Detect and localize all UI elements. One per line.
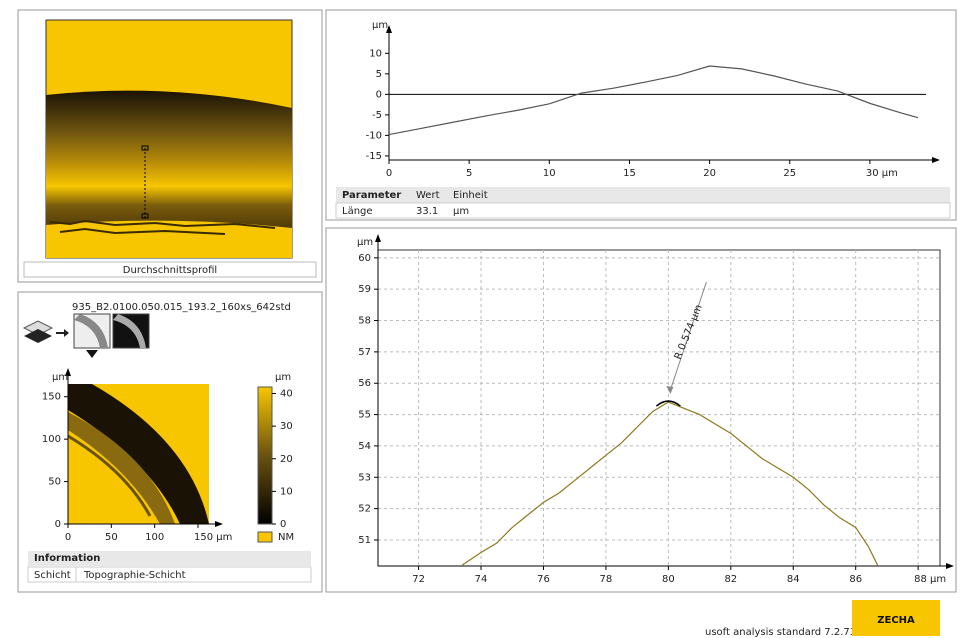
layer-icon[interactable] bbox=[22, 320, 69, 343]
file-name: 935_B2.0100.050.015_193.2_160xs_642std bbox=[72, 302, 291, 313]
y-tick-label: 50 bbox=[48, 477, 61, 488]
y-tick-label: 51 bbox=[358, 535, 371, 546]
colorbar-tick-label: 30 bbox=[280, 421, 293, 432]
y-tick-label: 10 bbox=[369, 48, 382, 59]
y-tick-label: 59 bbox=[358, 284, 371, 295]
table-cell: µm bbox=[453, 206, 469, 217]
colorbar-tick-label: 10 bbox=[280, 486, 293, 497]
x-tick-label: 76 bbox=[537, 574, 550, 585]
y-tick-label: 60 bbox=[358, 253, 371, 264]
y-tick-label: -10 bbox=[366, 130, 382, 141]
colorbar-label: µm bbox=[275, 372, 291, 383]
x-tick-label: 82 bbox=[724, 574, 737, 585]
x-tick-label: 84 bbox=[787, 574, 800, 585]
logo: ZECHA bbox=[877, 615, 915, 626]
y-axis-label: µm bbox=[357, 237, 373, 248]
axis-arrow bbox=[946, 563, 954, 569]
heatmap-image bbox=[68, 384, 209, 524]
x-tick-label: 74 bbox=[475, 574, 488, 585]
version: usoft analysis standard 7.2.7344 bbox=[705, 627, 869, 638]
profile-line bbox=[461, 401, 879, 566]
table-header bbox=[336, 187, 950, 203]
x-tick-label: 78 bbox=[600, 574, 613, 585]
x-tick-label: 80 bbox=[662, 574, 675, 585]
info-row bbox=[27, 566, 312, 583]
colorbar bbox=[257, 386, 273, 525]
x-tick-label: 30 µm bbox=[866, 168, 898, 179]
y-tick-label: 52 bbox=[358, 504, 371, 515]
y-tick-label: 57 bbox=[358, 347, 371, 358]
logo-box bbox=[852, 600, 940, 636]
info-value: Topographie-Schicht bbox=[83, 570, 186, 581]
y-tick-label: 0 bbox=[55, 519, 61, 530]
radius-chart-panel bbox=[325, 227, 957, 593]
y-axis-label: µm bbox=[52, 372, 68, 383]
axis-arrow bbox=[375, 234, 381, 242]
x-tick-label: 72 bbox=[412, 574, 425, 585]
y-tick-label: 5 bbox=[376, 69, 382, 80]
thumbnail[interactable] bbox=[73, 313, 111, 349]
surface-image bbox=[45, 19, 293, 259]
x-tick-label: 15 bbox=[623, 168, 636, 179]
colorbar-tick-label: 0 bbox=[280, 519, 286, 530]
table-row bbox=[335, 202, 951, 219]
info-key: Schicht bbox=[34, 570, 71, 581]
table-header-cell: Wert bbox=[416, 190, 440, 201]
x-tick-label: 0 bbox=[65, 532, 71, 543]
colorbar-tick-label: 20 bbox=[280, 454, 293, 465]
axis-arrow bbox=[215, 521, 223, 527]
axis-arrow bbox=[932, 157, 940, 163]
y-tick-label: 100 bbox=[42, 434, 61, 445]
info-header bbox=[28, 551, 311, 566]
legend-swatch bbox=[257, 531, 273, 543]
profile-chart-panel bbox=[325, 9, 957, 221]
x-tick-label: 5 bbox=[466, 168, 472, 179]
x-tick-label: 25 bbox=[783, 168, 796, 179]
caption: Durchschnittsprofil bbox=[123, 265, 217, 276]
axis-arrow bbox=[386, 25, 392, 33]
y-tick-label: 56 bbox=[358, 378, 371, 389]
thumbnail[interactable] bbox=[112, 313, 150, 349]
x-tick-label: 150 µm bbox=[194, 532, 232, 543]
y-tick-label: 53 bbox=[358, 472, 371, 483]
selector-arrow bbox=[86, 350, 98, 358]
info-title: Information bbox=[34, 553, 100, 564]
x-tick-label: 100 bbox=[145, 532, 164, 543]
table-header-cell: Einheit bbox=[453, 190, 488, 201]
x-tick-label: 0 bbox=[386, 168, 392, 179]
legend-label: NM bbox=[278, 532, 294, 543]
y-tick-label: -15 bbox=[366, 151, 382, 162]
y-tick-label: 0 bbox=[376, 89, 382, 100]
caption-box bbox=[23, 261, 317, 278]
radius-arc bbox=[655, 400, 681, 407]
x-tick-label: 50 bbox=[105, 532, 118, 543]
y-tick-label: 58 bbox=[358, 316, 371, 327]
y-tick-label: 150 bbox=[42, 392, 61, 403]
colorbar-tick-label: 40 bbox=[280, 389, 293, 400]
y-tick-label: 55 bbox=[358, 410, 371, 421]
x-tick-label: 20 bbox=[703, 168, 716, 179]
annotation-arrowhead bbox=[666, 386, 674, 395]
axis-arrow bbox=[65, 368, 71, 376]
table-cell: Länge bbox=[342, 206, 373, 217]
y-tick-label: -5 bbox=[372, 110, 382, 121]
x-tick-label: 10 bbox=[543, 168, 556, 179]
annotation-arrow bbox=[669, 281, 707, 391]
x-tick-label: 86 bbox=[849, 574, 862, 585]
profile-line bbox=[388, 65, 919, 136]
y-axis-label: µm bbox=[372, 20, 388, 31]
table-header-cell: Parameter bbox=[342, 190, 401, 201]
y-tick-label: 54 bbox=[358, 441, 371, 452]
x-tick-label: 88 µm bbox=[914, 574, 946, 585]
table-cell: 33.1 bbox=[416, 206, 438, 217]
